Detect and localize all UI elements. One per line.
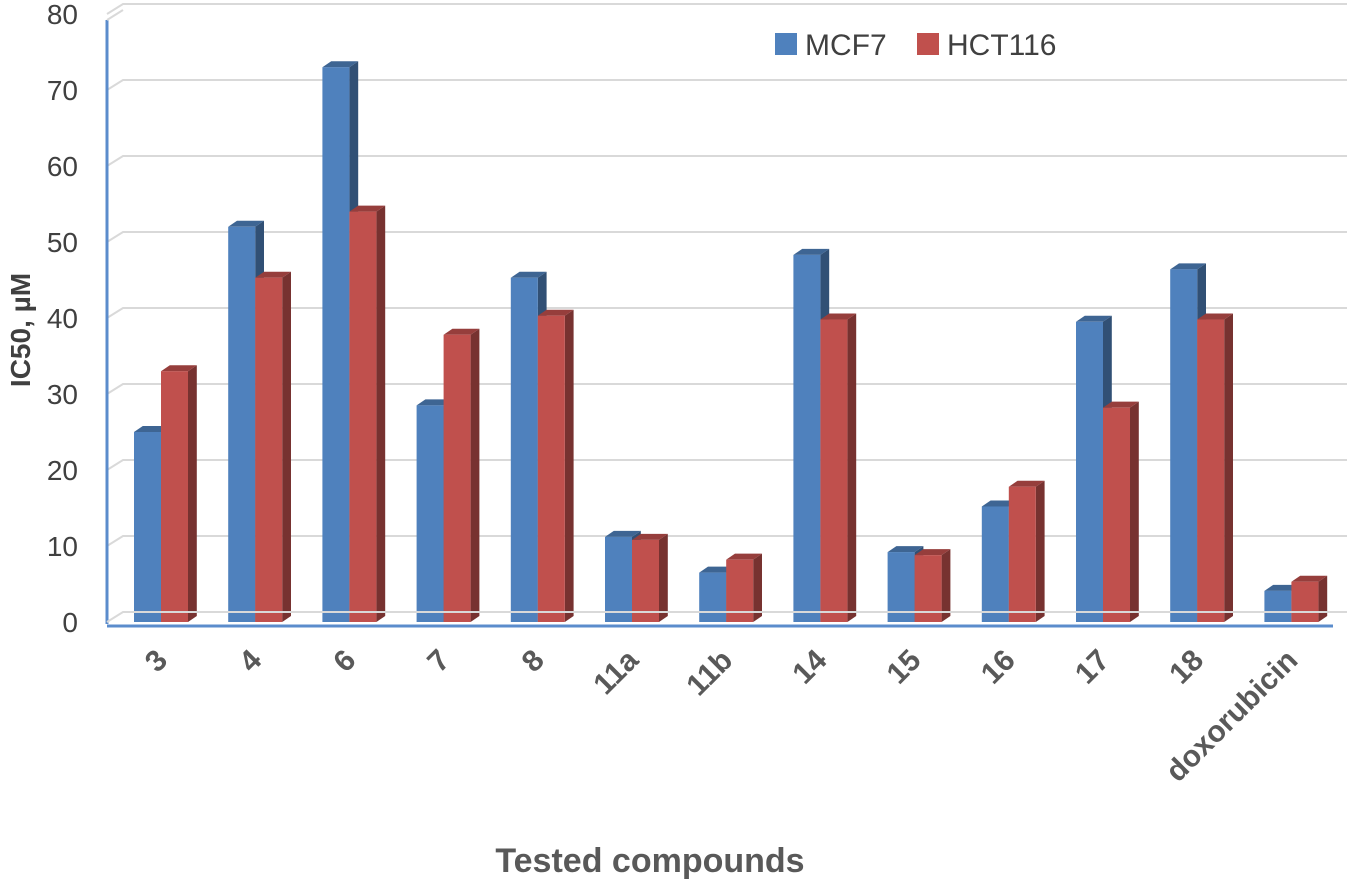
x-tick-label: 8 — [516, 644, 551, 679]
bar-hct116-4 — [255, 271, 291, 622]
y-tick-label: 10 — [47, 531, 78, 562]
bar-hct116-8 — [537, 309, 574, 622]
axis-depth-line — [106, 9, 124, 21]
bar-hct116-18 — [1197, 313, 1233, 622]
y-tick-label: 60 — [47, 151, 78, 182]
bar-hct116-3 — [161, 365, 197, 622]
y-tick-label: 40 — [47, 303, 78, 334]
bar-hct116-11a — [632, 533, 668, 622]
x-tick-label: 11b — [680, 644, 739, 703]
floor-line — [106, 611, 1347, 623]
gridline — [106, 383, 1347, 395]
x-tick-label: 17 — [1069, 644, 1116, 691]
x-tick-label: 16 — [975, 644, 1022, 691]
axes — [105, 9, 1347, 628]
x-tick-label: 15 — [881, 644, 928, 691]
bar-hct116-14 — [820, 313, 857, 622]
y-tick-label: 30 — [47, 379, 78, 410]
bar-hct116-17 — [1103, 401, 1139, 622]
bar-hct116-7 — [443, 328, 480, 622]
bar-hct116-6 — [349, 205, 386, 622]
bar-hct116-16 — [1008, 480, 1045, 622]
legend-label-mcf7: MCF7 — [805, 29, 887, 62]
y-tick-labels: 0 10 20 30 40 50 60 70 80 — [47, 0, 78, 638]
y-tick-label: 20 — [47, 455, 78, 486]
legend: MCF7 HCT116 — [775, 29, 1056, 62]
x-tick-label: 6 — [327, 644, 362, 679]
y-tick-label: 0 — [62, 607, 78, 638]
y-tick-label: 80 — [47, 0, 78, 30]
bar-hct116-15 — [914, 549, 951, 622]
gridline — [106, 459, 1347, 471]
x-tick-label: 18 — [1163, 644, 1210, 691]
x-tick-label: 4 — [233, 643, 268, 678]
x-axis-title: Tested compounds — [495, 842, 804, 880]
bars — [134, 61, 1328, 623]
x-tick-label: 7 — [421, 644, 456, 679]
gridline — [106, 307, 1347, 319]
y-tick-label: 70 — [47, 75, 78, 106]
x-tick-label: 11a — [587, 643, 645, 701]
y-tick-label: 50 — [47, 227, 78, 258]
gridline — [106, 231, 1347, 243]
x-tick-label: 14 — [786, 643, 833, 690]
x-tick-label: 3 — [139, 644, 174, 679]
y-axis-title: IC50, µM — [5, 273, 36, 387]
legend-label-hct116: HCT116 — [947, 29, 1056, 62]
bar-hct116-doxorubicin — [1291, 575, 1328, 622]
gridline — [106, 3, 1347, 15]
gridline — [106, 155, 1347, 167]
legend-swatch-mcf7 — [775, 33, 797, 55]
gridline — [106, 535, 1347, 547]
gridlines — [106, 3, 1347, 547]
gridline — [106, 79, 1347, 91]
legend-swatch-hct116 — [917, 33, 939, 55]
